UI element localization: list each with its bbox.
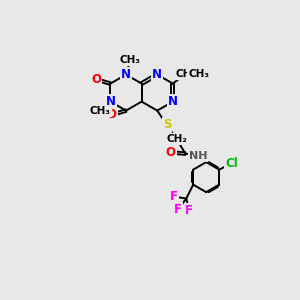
Text: F: F xyxy=(185,204,193,217)
Text: N: N xyxy=(105,95,116,108)
Text: N: N xyxy=(121,68,131,81)
Text: N: N xyxy=(152,68,162,81)
Text: O: O xyxy=(165,146,176,159)
Text: O: O xyxy=(107,108,117,121)
Text: CH₂: CH₂ xyxy=(175,69,196,79)
Text: F: F xyxy=(170,190,178,203)
Text: CH₃: CH₃ xyxy=(89,106,110,116)
Text: CH₃: CH₃ xyxy=(120,55,141,65)
Text: S: S xyxy=(163,118,171,131)
Text: N: N xyxy=(168,95,178,108)
Text: CH₃: CH₃ xyxy=(188,69,209,79)
Text: CH₂: CH₂ xyxy=(166,134,187,144)
Text: Cl: Cl xyxy=(226,157,238,170)
Text: F: F xyxy=(174,203,182,216)
Text: NH: NH xyxy=(189,151,207,161)
Text: O: O xyxy=(91,73,101,86)
